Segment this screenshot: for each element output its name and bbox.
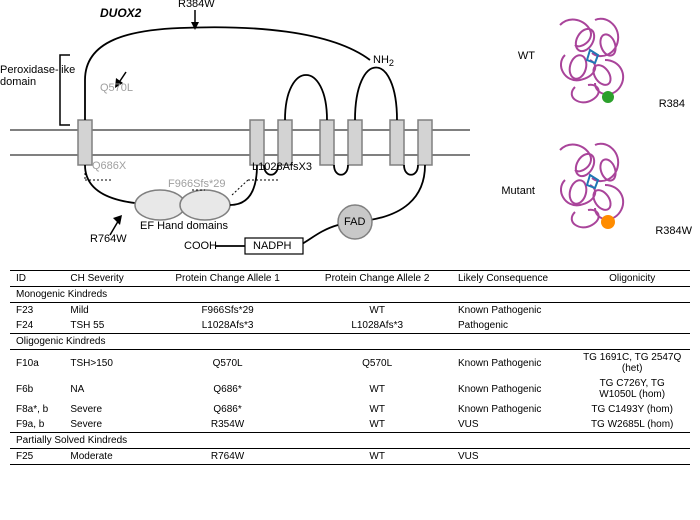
table-cell: VUS — [452, 449, 574, 465]
r764w-label: R764W — [90, 233, 127, 245]
table-cell: Severe — [64, 402, 152, 417]
gene-label: DUOX2 — [100, 6, 141, 20]
table-section-row: Oligogenic Kindreds — [10, 334, 690, 350]
table-cell: R764W — [153, 449, 303, 465]
col-allele1: Protein Change Allele 1 — [153, 271, 303, 287]
wt-site-label: R384 — [659, 98, 685, 110]
table-cell: WT — [302, 417, 452, 433]
table-cell: TG C1493Y (hom) — [574, 402, 690, 417]
ef-hand-label: EF Hand domains — [140, 220, 228, 232]
table-cell: TG 1691C, TG 2547Q (het) — [574, 350, 690, 377]
figure-top: DUOX2 R384W NH2 Peroxidase-likedomain Q5… — [0, 0, 700, 270]
table-cell — [574, 318, 690, 334]
table-section-row: Partially Solved Kindreds — [10, 433, 690, 449]
col-severity: CH Severity — [64, 271, 152, 287]
table-cell: F24 — [10, 318, 64, 334]
table-header-row: ID CH Severity Protein Change Allele 1 P… — [10, 271, 690, 287]
f966sfs-label: F966Sfs*29 — [168, 178, 225, 190]
l1028afs-label: L1028AfsX3 — [252, 161, 312, 173]
wt-label: WT — [518, 50, 535, 62]
table-cell: Known Pathogenic — [452, 303, 574, 319]
table-cell: L1028Afs*3 — [302, 318, 452, 334]
table-cell: Mild — [64, 303, 152, 319]
table-cell — [574, 449, 690, 465]
nadph-label: NADPH — [253, 240, 292, 252]
table-cell: Q570L — [153, 350, 303, 377]
table-cell — [574, 303, 690, 319]
table-cell: Known Pathogenic — [452, 350, 574, 377]
table-row: F23MildF966Sfs*29WTKnown Pathogenic — [10, 303, 690, 319]
table-cell: VUS — [452, 417, 574, 433]
table-cell: Q570L — [302, 350, 452, 377]
q570l-label: Q570L — [100, 82, 133, 94]
col-allele2: Protein Change Allele 2 — [302, 271, 452, 287]
table-cell: Severe — [64, 417, 152, 433]
structure-wt — [540, 5, 650, 115]
table-cell: F8a*, b — [10, 402, 64, 417]
mutant-label: Mutant — [501, 185, 535, 197]
table-row: F24TSH 55L1028Afs*3L1028Afs*3Pathogenic — [10, 318, 690, 334]
table-cell: NA — [64, 376, 152, 402]
structure-mutant — [540, 130, 650, 240]
table-cell: WT — [302, 449, 452, 465]
table-cell: TSH 55 — [64, 318, 152, 334]
table-cell: F9a, b — [10, 417, 64, 433]
table-cell: TSH>150 — [64, 350, 152, 377]
peroxidase-label: Peroxidase-likedomain — [0, 64, 70, 88]
table-row: F8a*, bSevereQ686*WTKnown PathogenicTG C… — [10, 402, 690, 417]
mutant-site-label: R384W — [655, 225, 692, 237]
table-cell: TG C726Y, TG W1050L (hom) — [574, 376, 690, 402]
table-section-row: Monogenic Kindreds — [10, 287, 690, 303]
table-cell: WT — [302, 303, 452, 319]
table-row: F9a, bSevereR354WWTVUSTG W2685L (hom) — [10, 417, 690, 433]
table-cell: TG W2685L (hom) — [574, 417, 690, 433]
table-cell: F966Sfs*29 — [153, 303, 303, 319]
table-cell: Pathogenic — [452, 318, 574, 334]
table-cell: WT — [302, 402, 452, 417]
table-cell: Moderate — [64, 449, 152, 465]
table-cell: Known Pathogenic — [452, 376, 574, 402]
c-terminus: COOH — [184, 240, 217, 252]
col-oligonicity: Oligonicity — [574, 271, 690, 287]
q686x-label: Q686X — [92, 160, 126, 172]
table-cell: F25 — [10, 449, 64, 465]
table-cell: Q686* — [153, 376, 303, 402]
fad-label: FAD — [344, 216, 365, 228]
duox2-schematic — [0, 0, 480, 270]
table-cell: R354W — [153, 417, 303, 433]
table-cell: F6b — [10, 376, 64, 402]
table-cell: WT — [302, 376, 452, 402]
table-row: F6bNAQ686*WTKnown PathogenicTG C726Y, TG… — [10, 376, 690, 402]
table-row: F25ModerateR764WWTVUS — [10, 449, 690, 465]
table-cell: L1028Afs*3 — [153, 318, 303, 334]
n-terminus: NH2 — [373, 54, 394, 68]
table-cell: F23 — [10, 303, 64, 319]
table-cell: Known Pathogenic — [452, 402, 574, 417]
col-consequence: Likely Consequence — [452, 271, 574, 287]
col-id: ID — [10, 271, 64, 287]
kindreds-table: ID CH Severity Protein Change Allele 1 P… — [10, 270, 690, 465]
table-cell: F10a — [10, 350, 64, 377]
r384w-label: R384W — [178, 0, 215, 10]
table-cell: Q686* — [153, 402, 303, 417]
table-row: F10aTSH>150Q570LQ570LKnown PathogenicTG … — [10, 350, 690, 377]
